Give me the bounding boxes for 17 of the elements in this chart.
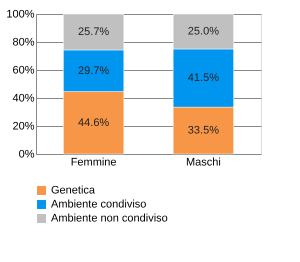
data-label: 33.5% bbox=[188, 124, 220, 137]
x-tick-label: Femmine bbox=[70, 156, 117, 168]
data-label: 44.6% bbox=[78, 116, 110, 129]
y-tick-label: 80% bbox=[12, 36, 35, 48]
data-label: 25.7% bbox=[78, 26, 110, 38]
legend-label: Ambiente condiviso bbox=[51, 198, 146, 210]
data-label: 41.5% bbox=[188, 72, 220, 84]
y-tick-label: 20% bbox=[12, 120, 35, 132]
y-tick-label: 100% bbox=[6, 8, 35, 20]
data-label: 29.7% bbox=[78, 64, 110, 77]
legend-label: Ambiente non condiviso bbox=[51, 212, 168, 224]
data-label: 25.0% bbox=[188, 26, 220, 38]
y-tick-label: 0% bbox=[18, 148, 35, 160]
x-tick-label: Maschi bbox=[186, 156, 221, 168]
y-tick-label: 60% bbox=[12, 64, 35, 76]
legend-label: Genetica bbox=[51, 184, 96, 196]
y-tick-label: 40% bbox=[12, 92, 35, 104]
